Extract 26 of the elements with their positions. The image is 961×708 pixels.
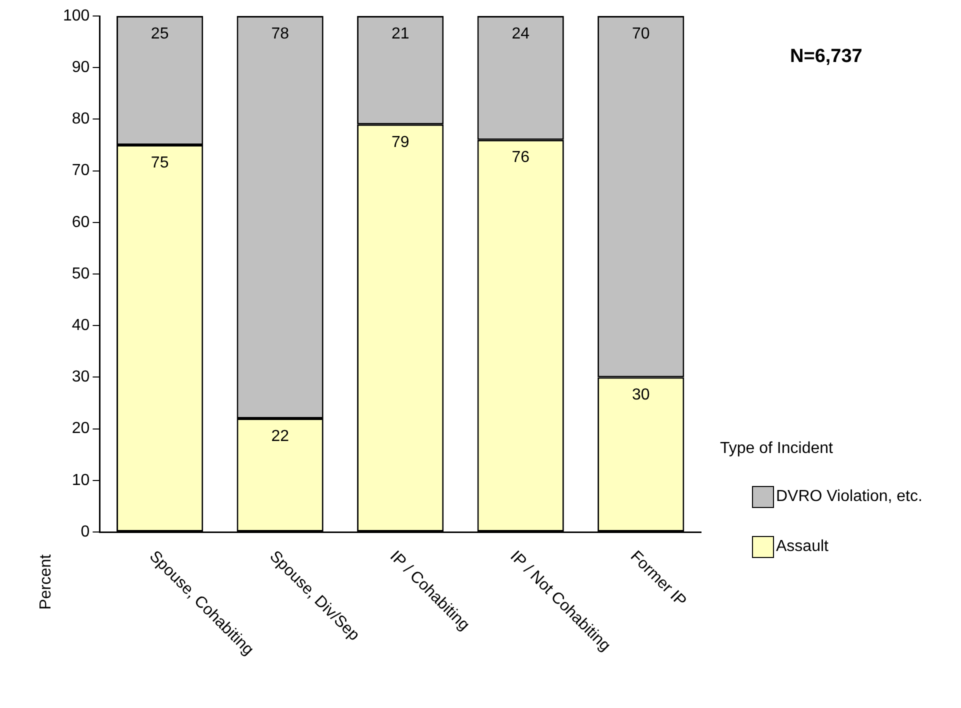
text: Assault [776,538,828,556]
data-label: 75 [150,154,169,172]
data-label: 22 [271,428,290,445]
y-tick-label: 0 [80,523,90,540]
y-tick-label: 90 [72,59,90,76]
data-label: 21 [391,25,410,42]
y-tick-label: 70 [72,162,90,180]
legend-title: Type of Incident [720,440,834,458]
data-label: 78 [271,25,290,42]
data-label: 79 [391,134,410,151]
data-label: 25 [150,25,169,42]
y-tick-label: 60 [72,214,90,231]
legend-label: DVRO Violation, etc. [776,488,922,506]
y-tick-label: 50 [72,265,90,282]
data-label: 70 [632,25,650,42]
text: N=6,737 [790,46,862,68]
y-tick-label: 30 [72,368,90,386]
y-tick-label: 10 [72,472,90,489]
y-tick-label: 80 [72,110,90,128]
y-tick-label: 20 [72,420,90,438]
data-label: 76 [512,149,530,166]
y-tick-label: 40 [72,317,90,334]
y-tick-label: 100 [62,7,90,24]
data-label: 24 [512,25,530,42]
data-label: 30 [632,386,650,404]
y-axis-title: Percent [37,554,54,610]
